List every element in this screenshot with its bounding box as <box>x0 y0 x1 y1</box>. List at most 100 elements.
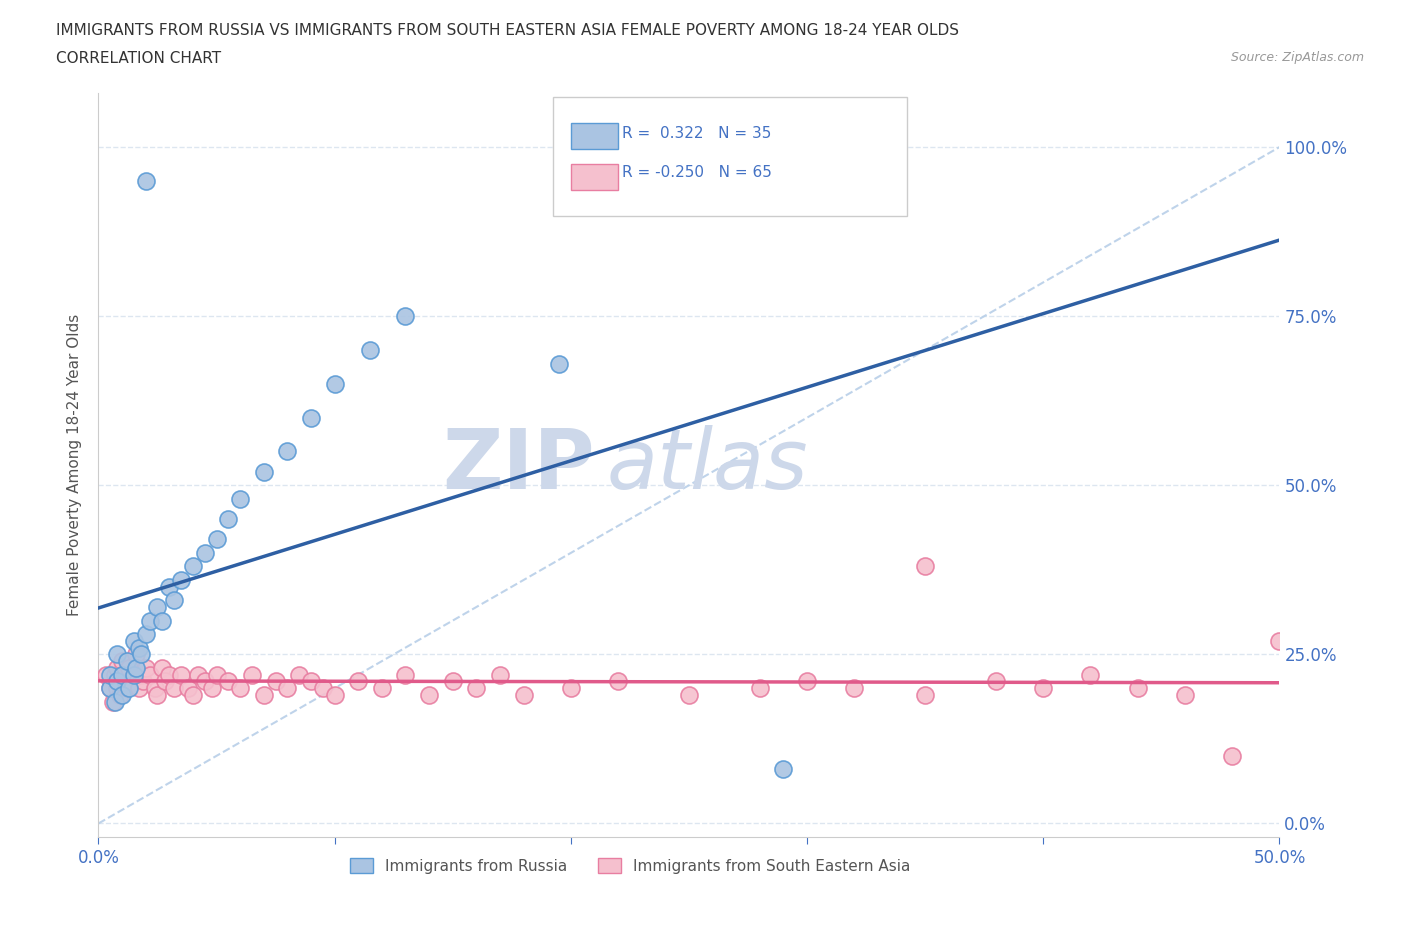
Point <box>98 667 121 682</box>
Point <box>914 687 936 702</box>
Point <box>118 681 141 696</box>
Point <box>157 667 180 682</box>
Point <box>115 654 138 669</box>
Text: R =  0.322   N = 35: R = 0.322 N = 35 <box>621 126 770 141</box>
Point <box>143 681 166 696</box>
Point <box>796 674 818 689</box>
Point <box>128 681 150 696</box>
Point <box>181 559 204 574</box>
Point <box>512 687 534 702</box>
Point <box>146 687 169 702</box>
Point <box>163 592 186 607</box>
FancyBboxPatch shape <box>571 123 619 149</box>
Point <box>607 674 630 689</box>
Point <box>111 667 134 682</box>
Point <box>125 660 148 675</box>
Point <box>253 464 276 479</box>
Point <box>984 674 1007 689</box>
Point <box>394 667 416 682</box>
Point <box>323 687 346 702</box>
Point <box>129 647 152 662</box>
Point <box>205 667 228 682</box>
Point <box>115 681 138 696</box>
Point <box>122 667 145 682</box>
Point <box>229 681 252 696</box>
Point <box>371 681 394 696</box>
Point <box>177 681 200 696</box>
Point <box>129 667 152 682</box>
Point <box>105 681 128 696</box>
Legend: Immigrants from Russia, Immigrants from South Eastern Asia: Immigrants from Russia, Immigrants from … <box>342 850 918 882</box>
Point <box>299 410 322 425</box>
Point <box>181 687 204 702</box>
Point <box>217 512 239 526</box>
Point <box>489 667 512 682</box>
Point <box>187 667 209 682</box>
Point <box>125 647 148 662</box>
Point <box>201 681 224 696</box>
Point <box>312 681 335 696</box>
Point <box>844 681 866 696</box>
Point <box>135 627 157 642</box>
Point <box>111 667 134 682</box>
Point <box>264 674 287 689</box>
Point <box>205 532 228 547</box>
Text: atlas: atlas <box>606 424 808 506</box>
Point <box>105 660 128 675</box>
Point <box>465 681 488 696</box>
Text: IMMIGRANTS FROM RUSSIA VS IMMIGRANTS FROM SOUTH EASTERN ASIA FEMALE POVERTY AMON: IMMIGRANTS FROM RUSSIA VS IMMIGRANTS FRO… <box>56 23 959 38</box>
Point <box>229 491 252 506</box>
Point <box>1080 667 1102 682</box>
Point <box>170 573 193 588</box>
Point <box>101 695 124 710</box>
Point <box>1126 681 1149 696</box>
Point <box>1174 687 1197 702</box>
Text: CORRELATION CHART: CORRELATION CHART <box>56 51 221 66</box>
Point <box>418 687 440 702</box>
Point <box>150 660 173 675</box>
Point <box>276 444 298 458</box>
Point <box>288 667 311 682</box>
Point <box>170 667 193 682</box>
Point <box>1220 749 1243 764</box>
Point <box>914 559 936 574</box>
Point <box>548 356 571 371</box>
Point <box>323 377 346 392</box>
Point <box>359 342 381 357</box>
Point <box>240 667 263 682</box>
Point <box>111 687 134 702</box>
Point <box>560 681 582 696</box>
Point <box>132 674 155 689</box>
Point <box>135 660 157 675</box>
FancyBboxPatch shape <box>553 97 907 216</box>
Point <box>194 546 217 561</box>
Point <box>111 654 134 669</box>
Point <box>104 695 127 710</box>
Point <box>299 674 322 689</box>
Point <box>139 613 162 628</box>
Point <box>128 640 150 655</box>
Point <box>139 667 162 682</box>
Point <box>394 309 416 324</box>
Point <box>347 674 370 689</box>
Point <box>153 674 176 689</box>
Y-axis label: Female Poverty Among 18-24 Year Olds: Female Poverty Among 18-24 Year Olds <box>66 314 82 617</box>
Point <box>104 667 127 682</box>
Point <box>122 667 145 682</box>
Point <box>276 681 298 696</box>
Point <box>441 674 464 689</box>
Point <box>772 762 794 777</box>
Point <box>98 681 121 696</box>
Point <box>194 674 217 689</box>
Point <box>121 674 143 689</box>
Point <box>678 687 700 702</box>
Point <box>118 660 141 675</box>
Point <box>122 633 145 648</box>
Point <box>748 681 770 696</box>
Point <box>108 687 131 702</box>
Text: Source: ZipAtlas.com: Source: ZipAtlas.com <box>1230 51 1364 64</box>
Point <box>98 681 121 696</box>
Point <box>105 647 128 662</box>
Point <box>94 667 117 682</box>
Point <box>1268 633 1291 648</box>
